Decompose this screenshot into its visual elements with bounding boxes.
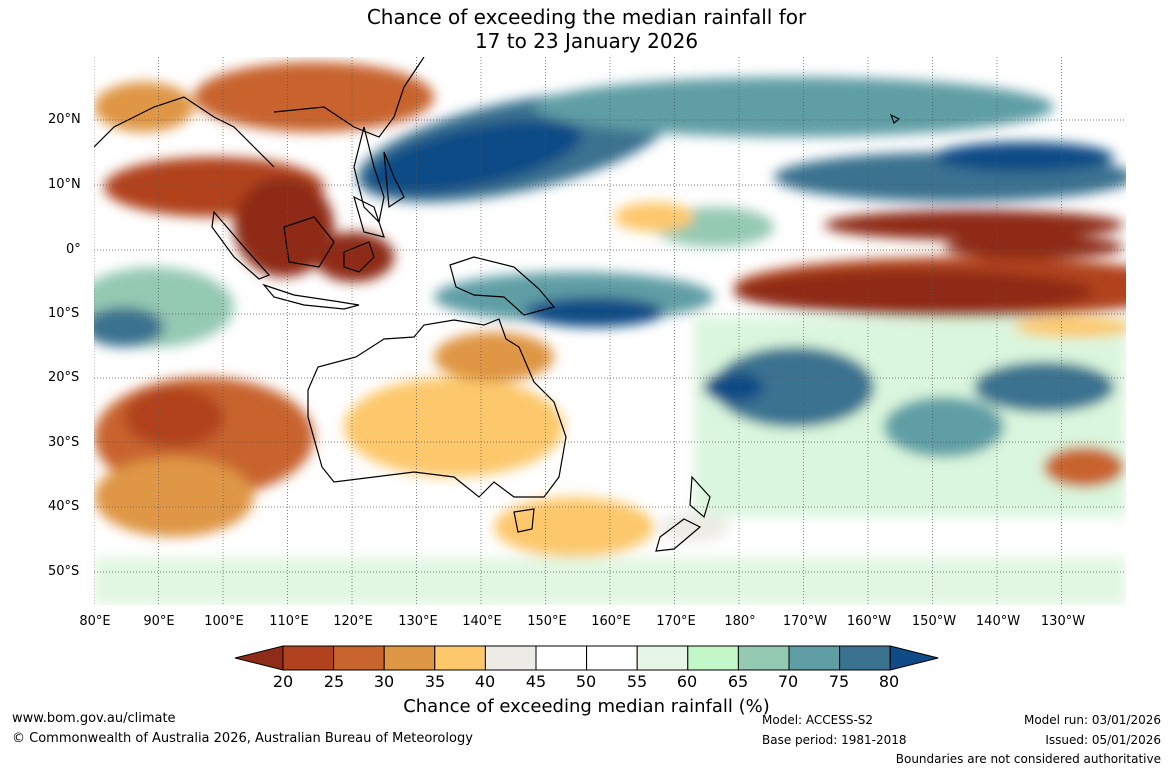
lon-label-100e: 100°E xyxy=(204,614,244,629)
lon-label-120e: 120°E xyxy=(333,614,373,629)
legend-colorbar xyxy=(234,645,939,671)
legend-title: Chance of exceeding median rainfall (%) xyxy=(403,696,770,717)
lat-label-20s: 20°S xyxy=(48,370,80,385)
lon-label-170e: 170°E xyxy=(656,614,696,629)
legend-cell-below-20 xyxy=(234,645,284,671)
lon-label-170w: 170°W xyxy=(782,614,828,629)
model-run-date: Model run: 03/01/2026 xyxy=(1023,713,1161,727)
legend-tick-65: 65 xyxy=(727,672,749,691)
issued-date: Issued: 05/01/2026 xyxy=(1045,733,1161,747)
legend-tick-25: 25 xyxy=(323,672,345,691)
lat-label-10s: 10°S xyxy=(48,306,80,321)
legend-cell-75 xyxy=(839,645,891,671)
probability-field xyxy=(94,62,1126,605)
legend-cell-above-80 xyxy=(889,645,939,671)
lat-label-30s: 30°S xyxy=(48,435,80,450)
lon-label-160w: 160°W xyxy=(846,614,892,629)
legend-tick-20: 20 xyxy=(272,672,294,691)
legend-tick-70: 70 xyxy=(777,672,799,691)
lon-label-90e: 90°E xyxy=(143,614,175,629)
website-link[interactable]: www.bom.gov.au/climate xyxy=(12,711,176,726)
legend-cell-30 xyxy=(383,645,436,671)
lon-label-160e: 160°E xyxy=(591,614,631,629)
lat-label-20n: 20°N xyxy=(48,112,81,127)
rainfall-probability-map xyxy=(94,57,1126,605)
lon-label-150w: 150°W xyxy=(911,614,957,629)
lon-label-130w: 130°W xyxy=(1040,614,1086,629)
graticule xyxy=(94,57,1126,605)
lon-label-110e: 110°E xyxy=(269,614,309,629)
lon-label-140e: 140°E xyxy=(462,614,502,629)
model-name: Model: ACCESS-S2 xyxy=(762,713,874,727)
legend-cell-45 xyxy=(535,645,588,671)
legend-cell-35 xyxy=(434,645,486,671)
lat-label-50s: 50°S xyxy=(48,564,80,579)
legend-tick-75: 75 xyxy=(828,672,850,691)
base-period: Base period: 1981-2018 xyxy=(762,733,907,747)
copyright-text: © Commonwealth of Australia 2026, Austra… xyxy=(12,731,473,746)
lat-label-40s: 40°S xyxy=(48,499,80,514)
legend-cell-65 xyxy=(737,645,790,671)
legend-tick-45: 45 xyxy=(525,672,547,691)
lon-label-180: 180° xyxy=(724,614,756,629)
map-title-line2: 17 to 23 January 2026 xyxy=(474,29,699,53)
legend-cell-70 xyxy=(788,645,841,671)
legend-cell-55 xyxy=(636,645,689,671)
legend-cell-60 xyxy=(687,645,739,671)
legend-cell-50 xyxy=(586,645,638,671)
legend-tick-50: 50 xyxy=(575,672,597,691)
legend-tick-80: 80 xyxy=(878,672,900,691)
legend-tick-40: 40 xyxy=(474,672,496,691)
map-canvas xyxy=(94,57,1126,605)
lon-label-80e: 80°E xyxy=(79,614,111,629)
legend-cell-25 xyxy=(333,645,385,671)
legend-tick-35: 35 xyxy=(424,672,446,691)
lon-label-130e: 130°E xyxy=(398,614,438,629)
legend-cell-40 xyxy=(484,645,537,671)
boundaries-disclaimer: Boundaries are not considered authoritat… xyxy=(895,752,1161,766)
lat-label-0: 0° xyxy=(66,242,81,257)
legend-tick-60: 60 xyxy=(676,672,698,691)
lat-label-10n: 10°N xyxy=(48,177,81,192)
map-title-line1: Chance of exceeding the median rainfall … xyxy=(366,5,807,29)
lon-label-150e: 150°E xyxy=(527,614,567,629)
legend-cell-20 xyxy=(282,645,335,671)
legend-tick-55: 55 xyxy=(626,672,648,691)
lon-label-140w: 140°W xyxy=(975,614,1021,629)
coastlines xyxy=(94,57,901,552)
legend-tick-30: 30 xyxy=(373,672,395,691)
